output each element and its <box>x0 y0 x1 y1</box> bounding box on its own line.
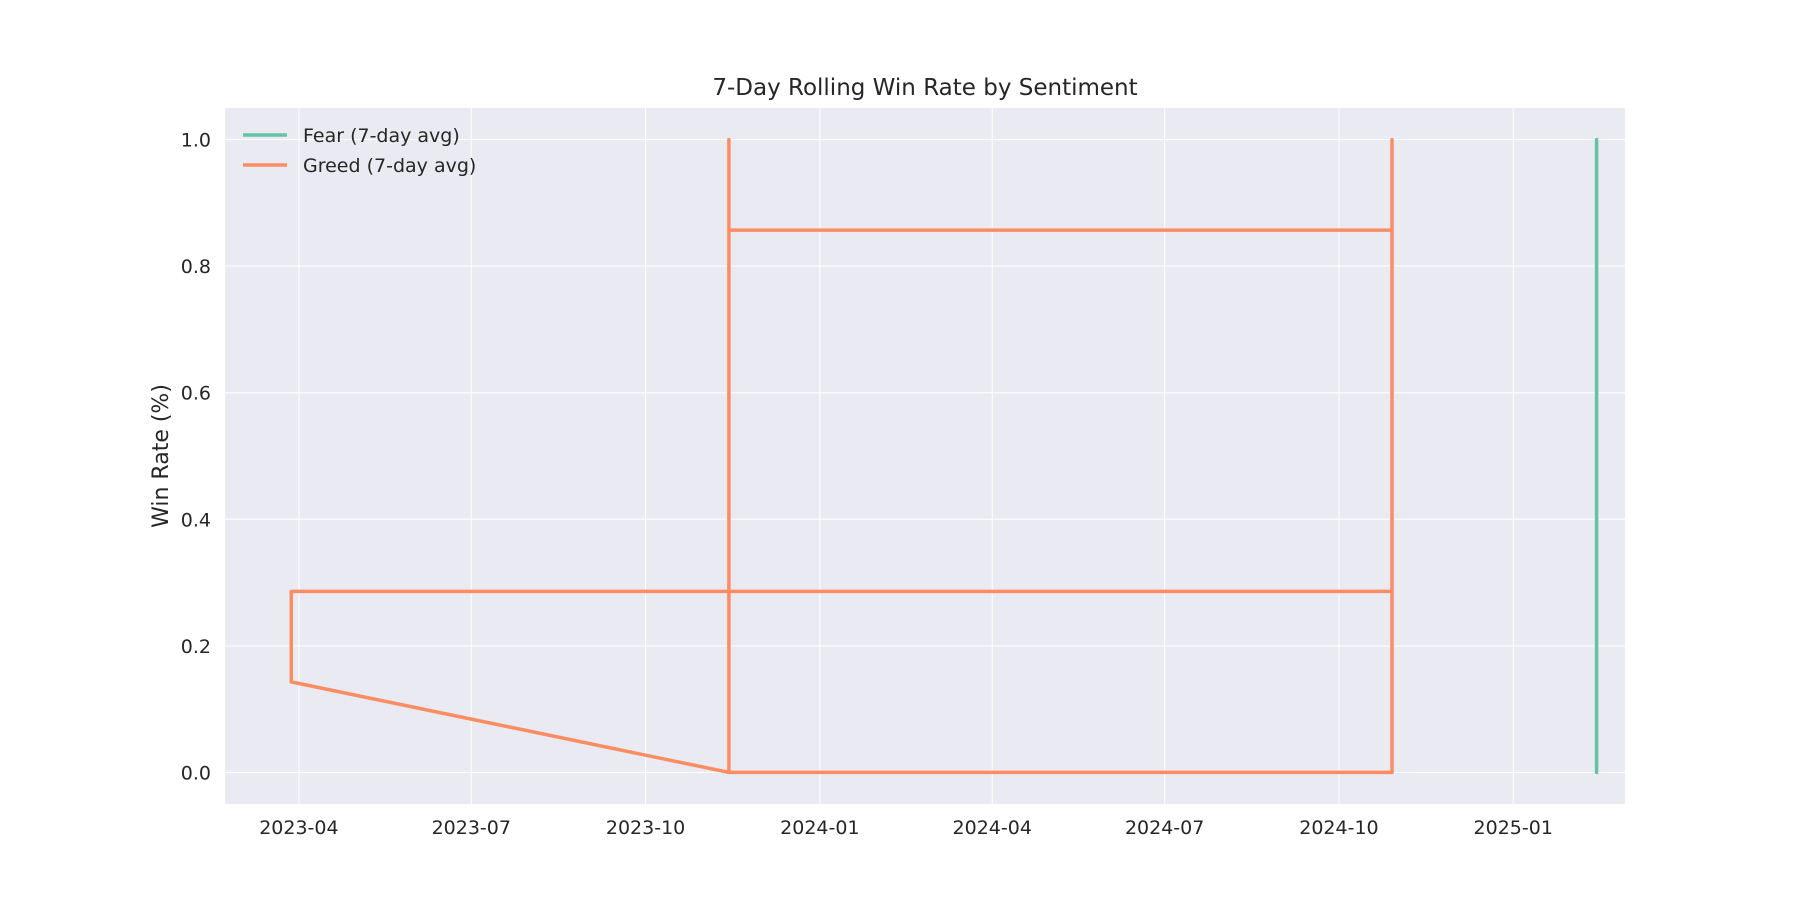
y-tick-label: 0.8 <box>181 256 211 278</box>
y-tick-label: 0.2 <box>181 636 211 658</box>
series-line-greed <box>289 137 1394 775</box>
y-axis-label: Win Rate (%) <box>149 384 174 528</box>
legend-label: Fear (7-day avg) <box>303 125 460 147</box>
plot-area <box>225 108 1625 804</box>
x-tick-label: 2023-04 <box>259 817 338 839</box>
x-tick-label: 2024-04 <box>953 817 1032 839</box>
x-tick-label: 2023-07 <box>432 817 511 839</box>
x-tick-label: 2025-01 <box>1474 817 1553 839</box>
x-tick-label: 2024-01 <box>780 817 859 839</box>
y-tick-label: 0.4 <box>181 509 211 531</box>
x-tick-label: 2023-10 <box>606 817 685 839</box>
y-tick-label: 0.6 <box>181 383 211 405</box>
legend-label: Greed (7-day avg) <box>303 155 476 177</box>
x-tick-label: 2024-10 <box>1299 817 1378 839</box>
y-tick-label: 0.0 <box>181 762 211 784</box>
legend: Fear (7-day avg) Greed (7-day avg) <box>243 125 476 177</box>
x-axis-ticks: 2023-04 2023-07 2023-10 2024-01 2024-04 2024-… <box>259 817 1553 839</box>
series-layer <box>289 137 1599 775</box>
y-axis-ticks: 0.0 0.2 0.4 0.6 0.8 1.0 <box>181 130 211 785</box>
x-tick-label: 2024-07 <box>1125 817 1204 839</box>
chart-title: 7-Day Rolling Win Rate by Sentiment <box>712 75 1137 101</box>
y-tick-label: 1.0 <box>181 130 211 152</box>
